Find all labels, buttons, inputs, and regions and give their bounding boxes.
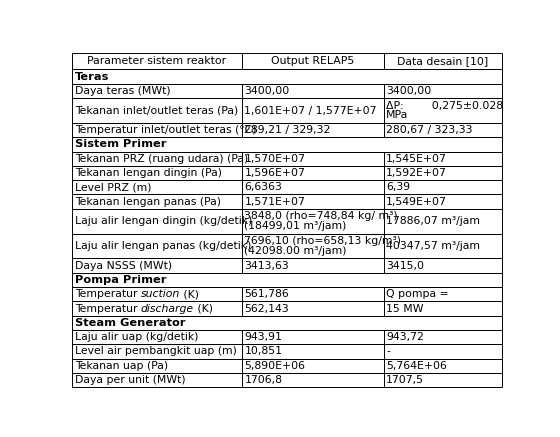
Text: Laju alir lengan dingin (kg/detik): Laju alir lengan dingin (kg/detik)	[75, 216, 252, 226]
Text: MPa: MPa	[386, 111, 409, 121]
Text: 6,6363: 6,6363	[245, 182, 282, 192]
Text: Daya NSSS (MWt): Daya NSSS (MWt)	[75, 260, 172, 271]
Text: 17886,07 m³/jam: 17886,07 m³/jam	[386, 216, 480, 226]
Text: 3848,0 (rho=748,84 kg/ m³): 3848,0 (rho=748,84 kg/ m³)	[245, 211, 398, 221]
Text: 943,72: 943,72	[386, 332, 424, 342]
Text: 1,592E+07: 1,592E+07	[386, 168, 447, 178]
Text: Temperatur: Temperatur	[75, 289, 141, 299]
Text: Data desain [10]: Data desain [10]	[397, 56, 488, 66]
Text: 562,143: 562,143	[245, 304, 289, 314]
Text: Sistem Primer: Sistem Primer	[75, 139, 166, 149]
Text: Tekanan lengan dingin (Pa): Tekanan lengan dingin (Pa)	[75, 168, 222, 178]
Text: -: -	[386, 347, 390, 357]
Text: (42098.00 m³/jam): (42098.00 m³/jam)	[245, 246, 347, 256]
Text: 1,570E+07: 1,570E+07	[245, 154, 306, 164]
Text: 1,601E+07 / 1,577E+07: 1,601E+07 / 1,577E+07	[245, 105, 377, 115]
Text: Steam Generator: Steam Generator	[75, 318, 185, 328]
Text: 280,67 / 323,33: 280,67 / 323,33	[386, 125, 473, 135]
Text: 15 MW: 15 MW	[386, 304, 424, 314]
Text: Output RELAP5: Output RELAP5	[271, 56, 354, 66]
Text: (K): (K)	[194, 304, 213, 314]
Text: Temperatur: Temperatur	[75, 304, 141, 314]
Text: 1707,5: 1707,5	[386, 375, 424, 385]
Text: 943,91: 943,91	[245, 332, 282, 342]
Text: (18499,01 m³/jam): (18499,01 m³/jam)	[245, 221, 347, 231]
Text: 3400,00: 3400,00	[386, 86, 432, 96]
Text: 289,21 / 329,32: 289,21 / 329,32	[245, 125, 331, 135]
Text: 6,39: 6,39	[386, 182, 410, 192]
Text: 1706,8: 1706,8	[245, 375, 282, 385]
Text: Parameter sistem reaktor: Parameter sistem reaktor	[87, 56, 227, 66]
Text: Level air pembangkit uap (m): Level air pembangkit uap (m)	[75, 347, 237, 357]
Text: 1,596E+07: 1,596E+07	[245, 168, 305, 178]
Text: Laju alir uap (kg/detik): Laju alir uap (kg/detik)	[75, 332, 198, 342]
Text: Pompa Primer: Pompa Primer	[75, 275, 166, 285]
Text: 561,786: 561,786	[245, 289, 289, 299]
Text: 5,764E+06: 5,764E+06	[386, 361, 447, 371]
Text: 7696,10 (rho=658,13 kg/m³): 7696,10 (rho=658,13 kg/m³)	[245, 236, 402, 246]
Text: 40347,57 m³/jam: 40347,57 m³/jam	[386, 241, 480, 251]
Text: Q pompa =: Q pompa =	[386, 289, 449, 299]
Text: 3413,63: 3413,63	[245, 260, 289, 271]
Text: Tekanan PRZ (ruang udara) (Pa): Tekanan PRZ (ruang udara) (Pa)	[75, 154, 248, 164]
Text: 5,890E+06: 5,890E+06	[245, 361, 306, 371]
Text: Temperatur inlet/outlet teras (°C): Temperatur inlet/outlet teras (°C)	[75, 125, 256, 135]
Text: 10,851: 10,851	[245, 347, 282, 357]
Text: Teras: Teras	[75, 72, 109, 82]
Text: Daya per unit (MWt): Daya per unit (MWt)	[75, 375, 185, 385]
Text: Tekanan lengan panas (Pa): Tekanan lengan panas (Pa)	[75, 197, 221, 207]
Text: Daya teras (MWt): Daya teras (MWt)	[75, 86, 170, 96]
Text: 1,549E+07: 1,549E+07	[386, 197, 447, 207]
Text: 1,571E+07: 1,571E+07	[245, 197, 305, 207]
Text: ΔP:        0,275±0.028: ΔP: 0,275±0.028	[386, 101, 503, 111]
Text: discharge: discharge	[141, 304, 194, 314]
Text: 3400,00: 3400,00	[245, 86, 290, 96]
Text: Laju alir lengan panas (kg/detik): Laju alir lengan panas (kg/detik)	[75, 241, 251, 251]
Text: (K): (K)	[180, 289, 199, 299]
Text: suction: suction	[141, 289, 180, 299]
Text: Level PRZ (m): Level PRZ (m)	[75, 182, 151, 192]
Text: 3415,0: 3415,0	[386, 260, 424, 271]
Text: 1,545E+07: 1,545E+07	[386, 154, 447, 164]
Text: Tekanan uap (Pa): Tekanan uap (Pa)	[75, 361, 168, 371]
Text: Tekanan inlet/outlet teras (Pa): Tekanan inlet/outlet teras (Pa)	[75, 105, 238, 115]
